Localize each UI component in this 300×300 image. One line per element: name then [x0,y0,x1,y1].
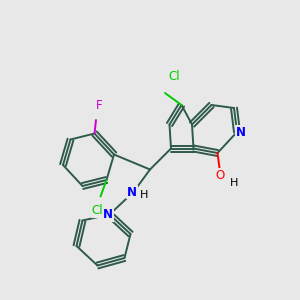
Text: Cl: Cl [92,204,103,217]
Text: N: N [103,208,113,221]
Text: N: N [236,125,246,139]
Text: Cl: Cl [168,70,180,83]
Text: H: H [140,190,148,200]
Text: H: H [230,178,238,188]
Text: N: N [127,185,137,199]
Text: F: F [96,99,102,112]
Text: O: O [216,169,225,182]
